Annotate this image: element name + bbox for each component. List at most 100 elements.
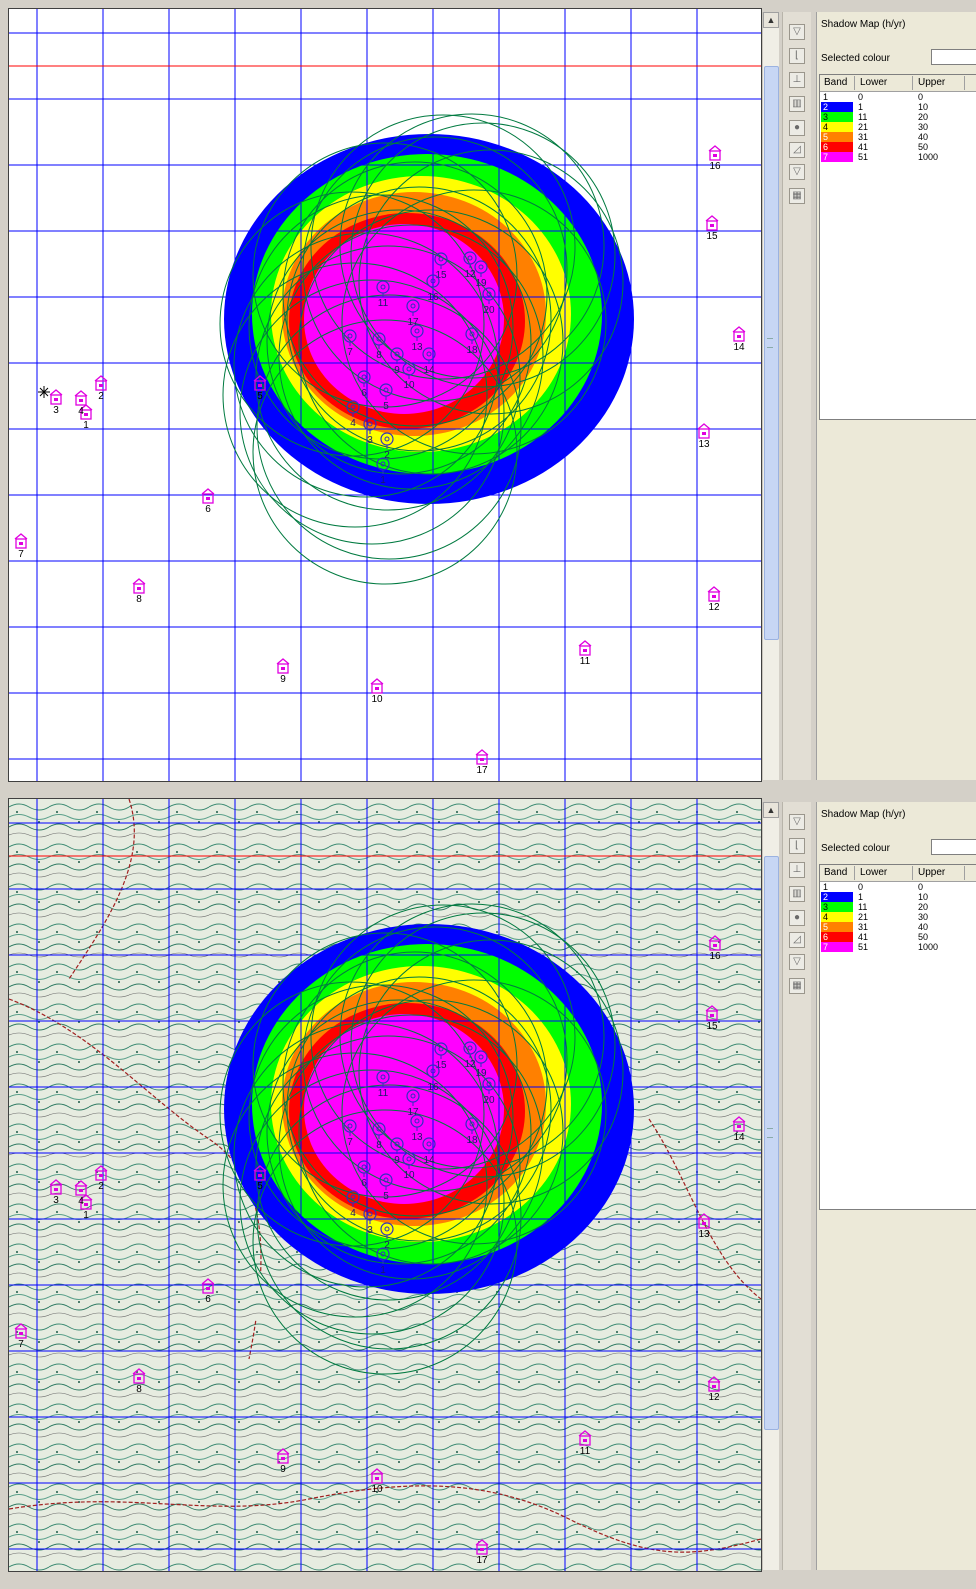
vertical-scrollbar[interactable]: ▲: [762, 802, 779, 1570]
receptor-marker[interactable]: 16: [708, 145, 722, 172]
receptor-marker[interactable]: 4: [74, 1180, 88, 1207]
band-row[interactable]: 5 31 40: [820, 132, 976, 142]
receptor-marker[interactable]: 15: [705, 215, 719, 242]
receptor-marker[interactable]: 9: [276, 1448, 290, 1475]
band-row[interactable]: 2 1 10: [820, 102, 976, 112]
column-lower[interactable]: Lower: [860, 867, 888, 878]
building-icon[interactable]: ▥: [789, 96, 805, 112]
turbine-marker[interactable]: 14: [422, 347, 436, 376]
building-icon[interactable]: ▥: [789, 886, 805, 902]
circle-icon[interactable]: ●: [789, 120, 805, 136]
receptor-marker[interactable]: 11: [578, 1430, 592, 1457]
turbine-marker[interactable]: 4: [346, 1190, 360, 1219]
filter-icon[interactable]: ▽: [789, 24, 805, 40]
turbine-marker[interactable]: 4: [346, 400, 360, 429]
grid-icon[interactable]: ▦: [789, 978, 805, 994]
turbine-marker[interactable]: 12: [463, 1041, 477, 1070]
receptor-marker[interactable]: 8: [132, 1368, 146, 1395]
band-row[interactable]: 6 41 50: [820, 932, 976, 942]
turbine-marker[interactable]: 8: [372, 332, 386, 361]
turbine-marker[interactable]: 6: [357, 1160, 371, 1189]
turbine-marker[interactable]: 20: [482, 287, 496, 316]
band-table[interactable]: Band Lower Upper 1 0 0 2 1 10 3 11 20 4 21 30 5 31 40 6…: [819, 864, 976, 1210]
turbine-marker[interactable]: 5: [379, 1173, 393, 1202]
turbine-marker[interactable]: 10: [402, 1152, 416, 1181]
receptor-marker[interactable]: 14: [732, 326, 746, 353]
turbine-marker[interactable]: 1: [376, 1247, 390, 1276]
turbine-marker[interactable]: 1: [376, 457, 390, 486]
receptor-marker[interactable]: 17: [475, 1539, 489, 1566]
receptor-marker[interactable]: 3: [49, 389, 63, 416]
vertical-scrollbar[interactable]: ▲: [762, 12, 779, 780]
scroll-up-icon[interactable]: ▲: [763, 802, 779, 818]
receptor-marker[interactable]: 6: [201, 1278, 215, 1305]
turbine-marker[interactable]: 3: [363, 1207, 377, 1236]
turbine-marker[interactable]: 19: [474, 260, 488, 289]
turbine-marker[interactable]: 11: [376, 1070, 390, 1099]
receptor-marker[interactable]: 2: [94, 1165, 108, 1192]
column-upper[interactable]: Upper: [918, 77, 946, 88]
turbine-marker[interactable]: 7: [343, 1119, 357, 1148]
turbine-icon[interactable]: ⊥: [789, 72, 805, 88]
chart-icon[interactable]: ⌊: [789, 48, 805, 64]
receptor-marker[interactable]: 15: [705, 1005, 719, 1032]
receptor-marker[interactable]: 14: [732, 1116, 746, 1143]
receptor-marker[interactable]: 6: [201, 488, 215, 515]
receptor-marker[interactable]: 2: [94, 375, 108, 402]
turbine-marker[interactable]: 16: [426, 274, 440, 303]
filter-icon[interactable]: ▽: [789, 814, 805, 830]
turbine-marker[interactable]: 12: [463, 251, 477, 280]
selected-colour-swatch[interactable]: [931, 49, 976, 65]
triangle-icon[interactable]: ▽: [789, 954, 805, 970]
turbine-marker[interactable]: 6: [357, 370, 371, 399]
turbine-marker[interactable]: 17: [406, 1089, 420, 1118]
turbine-marker[interactable]: 14: [422, 1137, 436, 1166]
turbine-marker[interactable]: 15: [434, 1042, 448, 1071]
turbine-marker[interactable]: 20: [482, 1077, 496, 1106]
column-upper[interactable]: Upper: [918, 867, 946, 878]
scroll-thumb[interactable]: [764, 856, 779, 1430]
turbine-marker[interactable]: 11: [376, 280, 390, 309]
turbine-marker[interactable]: 8: [372, 1122, 386, 1151]
receptor-marker[interactable]: 11: [578, 640, 592, 667]
turbine-marker[interactable]: 18: [465, 1117, 479, 1146]
band-table[interactable]: Band Lower Upper 1 0 0 2 1 10 3 11 20 4 21 30 5 31 40 6…: [819, 74, 976, 420]
band-row[interactable]: 5 31 40: [820, 922, 976, 932]
receptor-marker[interactable]: 13: [697, 423, 711, 450]
turbine-marker[interactable]: 7: [343, 329, 357, 358]
turbine-marker[interactable]: 13: [410, 1114, 424, 1143]
receptor-marker[interactable]: 3: [49, 1179, 63, 1206]
area-icon[interactable]: ◿: [789, 932, 805, 948]
receptor-marker[interactable]: 4: [74, 390, 88, 417]
scroll-up-icon[interactable]: ▲: [763, 12, 779, 28]
receptor-marker[interactable]: 12: [707, 1376, 721, 1403]
receptor-marker[interactable]: 13: [697, 1213, 711, 1240]
receptor-marker[interactable]: 12: [707, 586, 721, 613]
scroll-thumb[interactable]: [764, 66, 779, 640]
selected-colour-swatch[interactable]: [931, 839, 976, 855]
triangle-icon[interactable]: ▽: [789, 164, 805, 180]
band-row[interactable]: 4 21 30: [820, 912, 976, 922]
band-row[interactable]: 2 1 10: [820, 892, 976, 902]
column-band[interactable]: Band: [824, 867, 848, 878]
turbine-marker[interactable]: 9: [390, 347, 404, 376]
turbine-marker[interactable]: 19: [474, 1050, 488, 1079]
chart-icon[interactable]: ⌊: [789, 838, 805, 854]
band-row[interactable]: 7 51 1000: [820, 942, 976, 952]
band-row[interactable]: 3 11 20: [820, 902, 976, 912]
receptor-marker[interactable]: 10: [370, 678, 384, 705]
column-band[interactable]: Band: [824, 77, 848, 88]
band-row[interactable]: 4 21 30: [820, 122, 976, 132]
receptor-marker[interactable]: 9: [276, 658, 290, 685]
band-row[interactable]: 7 51 1000: [820, 152, 976, 162]
receptor-marker[interactable]: 10: [370, 1468, 384, 1495]
area-icon[interactable]: ◿: [789, 142, 805, 158]
turbine-marker[interactable]: 10: [402, 362, 416, 391]
turbine-marker[interactable]: 9: [390, 1137, 404, 1166]
turbine-marker[interactable]: 13: [410, 324, 424, 353]
turbine-marker[interactable]: 18: [465, 327, 479, 356]
receptor-marker[interactable]: 5: [253, 1165, 267, 1192]
